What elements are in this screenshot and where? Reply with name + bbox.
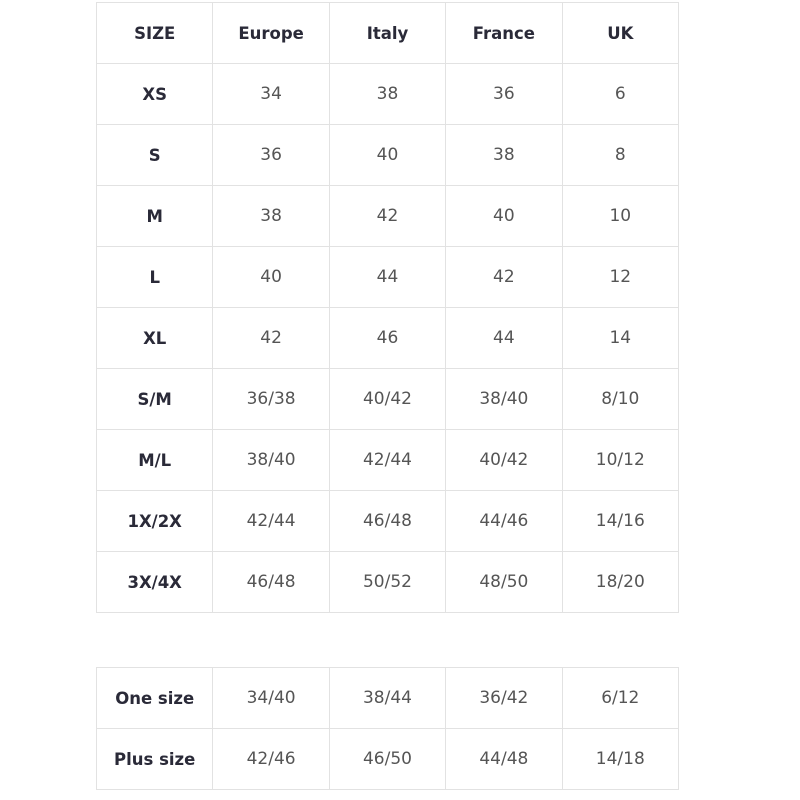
- table-cell: 6: [561, 63, 680, 125]
- table-cell: 36: [445, 63, 563, 125]
- table-row: XL 42 46 44 14: [95, 307, 680, 369]
- table-cell: 40/42: [445, 429, 563, 491]
- table-cell: 38/44: [328, 667, 447, 729]
- table-cell: 46/48: [212, 551, 330, 613]
- table-cell: 50/52: [328, 551, 447, 613]
- table-row: XS 34 38 36 6: [95, 63, 680, 125]
- table-cell: 42/44: [212, 490, 330, 552]
- size-label: XS: [95, 63, 214, 125]
- table-cell: 38/40: [445, 368, 563, 430]
- table-cell: 42: [445, 246, 563, 308]
- table-cell: 10: [561, 185, 680, 247]
- table-cell: 34: [212, 63, 330, 125]
- size-label: S: [95, 124, 214, 186]
- table-cell: 46/50: [328, 728, 447, 790]
- column-header: Europe: [212, 2, 330, 64]
- table-row: S/M 36/38 40/42 38/40 8/10: [95, 368, 680, 430]
- table-cell: 40: [212, 246, 330, 308]
- table-row: M/L 38/40 42/44 40/42 10/12: [95, 429, 680, 491]
- table-cell: 46/48: [328, 490, 447, 552]
- one-plus-size-table: One size 34/40 38/44 36/42 6/12 Plus size 42/4…: [95, 667, 680, 790]
- table-row: M 38 42 40 10: [95, 185, 680, 247]
- table-cell: 34/40: [212, 667, 330, 729]
- table-cell: 44/48: [445, 728, 563, 790]
- table-cell: 36/38: [212, 368, 330, 430]
- table-cell: 8: [561, 124, 680, 186]
- table-cell: 18/20: [561, 551, 680, 613]
- table-cell: 42: [212, 307, 330, 369]
- table-cell: 42: [328, 185, 447, 247]
- table-cell: 14/18: [561, 728, 680, 790]
- size-label: 1X/2X: [95, 490, 214, 552]
- size-label: M: [95, 185, 214, 247]
- column-header: UK: [561, 2, 680, 64]
- table-cell: 14: [561, 307, 680, 369]
- table-cell: 14/16: [561, 490, 680, 552]
- size-label: XL: [95, 307, 214, 369]
- table-row: One size 34/40 38/44 36/42 6/12: [95, 667, 680, 729]
- table-cell: 38: [212, 185, 330, 247]
- table-cell: 46: [328, 307, 447, 369]
- size-label: L: [95, 246, 214, 308]
- table-row: 3X/4X 46/48 50/52 48/50 18/20: [95, 551, 680, 613]
- table-cell: 38/40: [212, 429, 330, 491]
- size-label: M/L: [95, 429, 214, 491]
- column-header: Italy: [328, 2, 447, 64]
- table-cell: 38: [328, 63, 447, 125]
- table-row: Plus size 42/46 46/50 44/48 14/18: [95, 728, 680, 790]
- table-cell: 10/12: [561, 429, 680, 491]
- table-cell: 44/46: [445, 490, 563, 552]
- table-cell: 40: [328, 124, 447, 186]
- table-cell: 48/50: [445, 551, 563, 613]
- size-label: S/M: [95, 368, 214, 430]
- header-row: SIZE Europe Italy France UK: [95, 2, 680, 64]
- table-cell: 44: [445, 307, 563, 369]
- column-header: SIZE: [95, 2, 214, 64]
- table-cell: 40: [445, 185, 563, 247]
- table-cell: 42/46: [212, 728, 330, 790]
- size-label: Plus size: [95, 728, 214, 790]
- table-cell: 40/42: [328, 368, 447, 430]
- table-cell: 44: [328, 246, 447, 308]
- table-cell: 6/12: [561, 667, 680, 729]
- table-row: S 36 40 38 8: [95, 124, 680, 186]
- column-header: France: [445, 2, 563, 64]
- table-cell: 36/42: [445, 667, 563, 729]
- table-row: 1X/2X 42/44 46/48 44/46 14/16: [95, 490, 680, 552]
- size-label: One size: [95, 667, 214, 729]
- table-cell: 42/44: [328, 429, 447, 491]
- size-label: 3X/4X: [95, 551, 214, 613]
- table-cell: 38: [445, 124, 563, 186]
- table-row: L 40 44 42 12: [95, 246, 680, 308]
- size-chart-table: SIZE Europe Italy France UK XS 34 38 36 6 S 36 40 38 8…: [95, 2, 680, 613]
- table-cell: 36: [212, 124, 330, 186]
- table-cell: 12: [561, 246, 680, 308]
- table-cell: 8/10: [561, 368, 680, 430]
